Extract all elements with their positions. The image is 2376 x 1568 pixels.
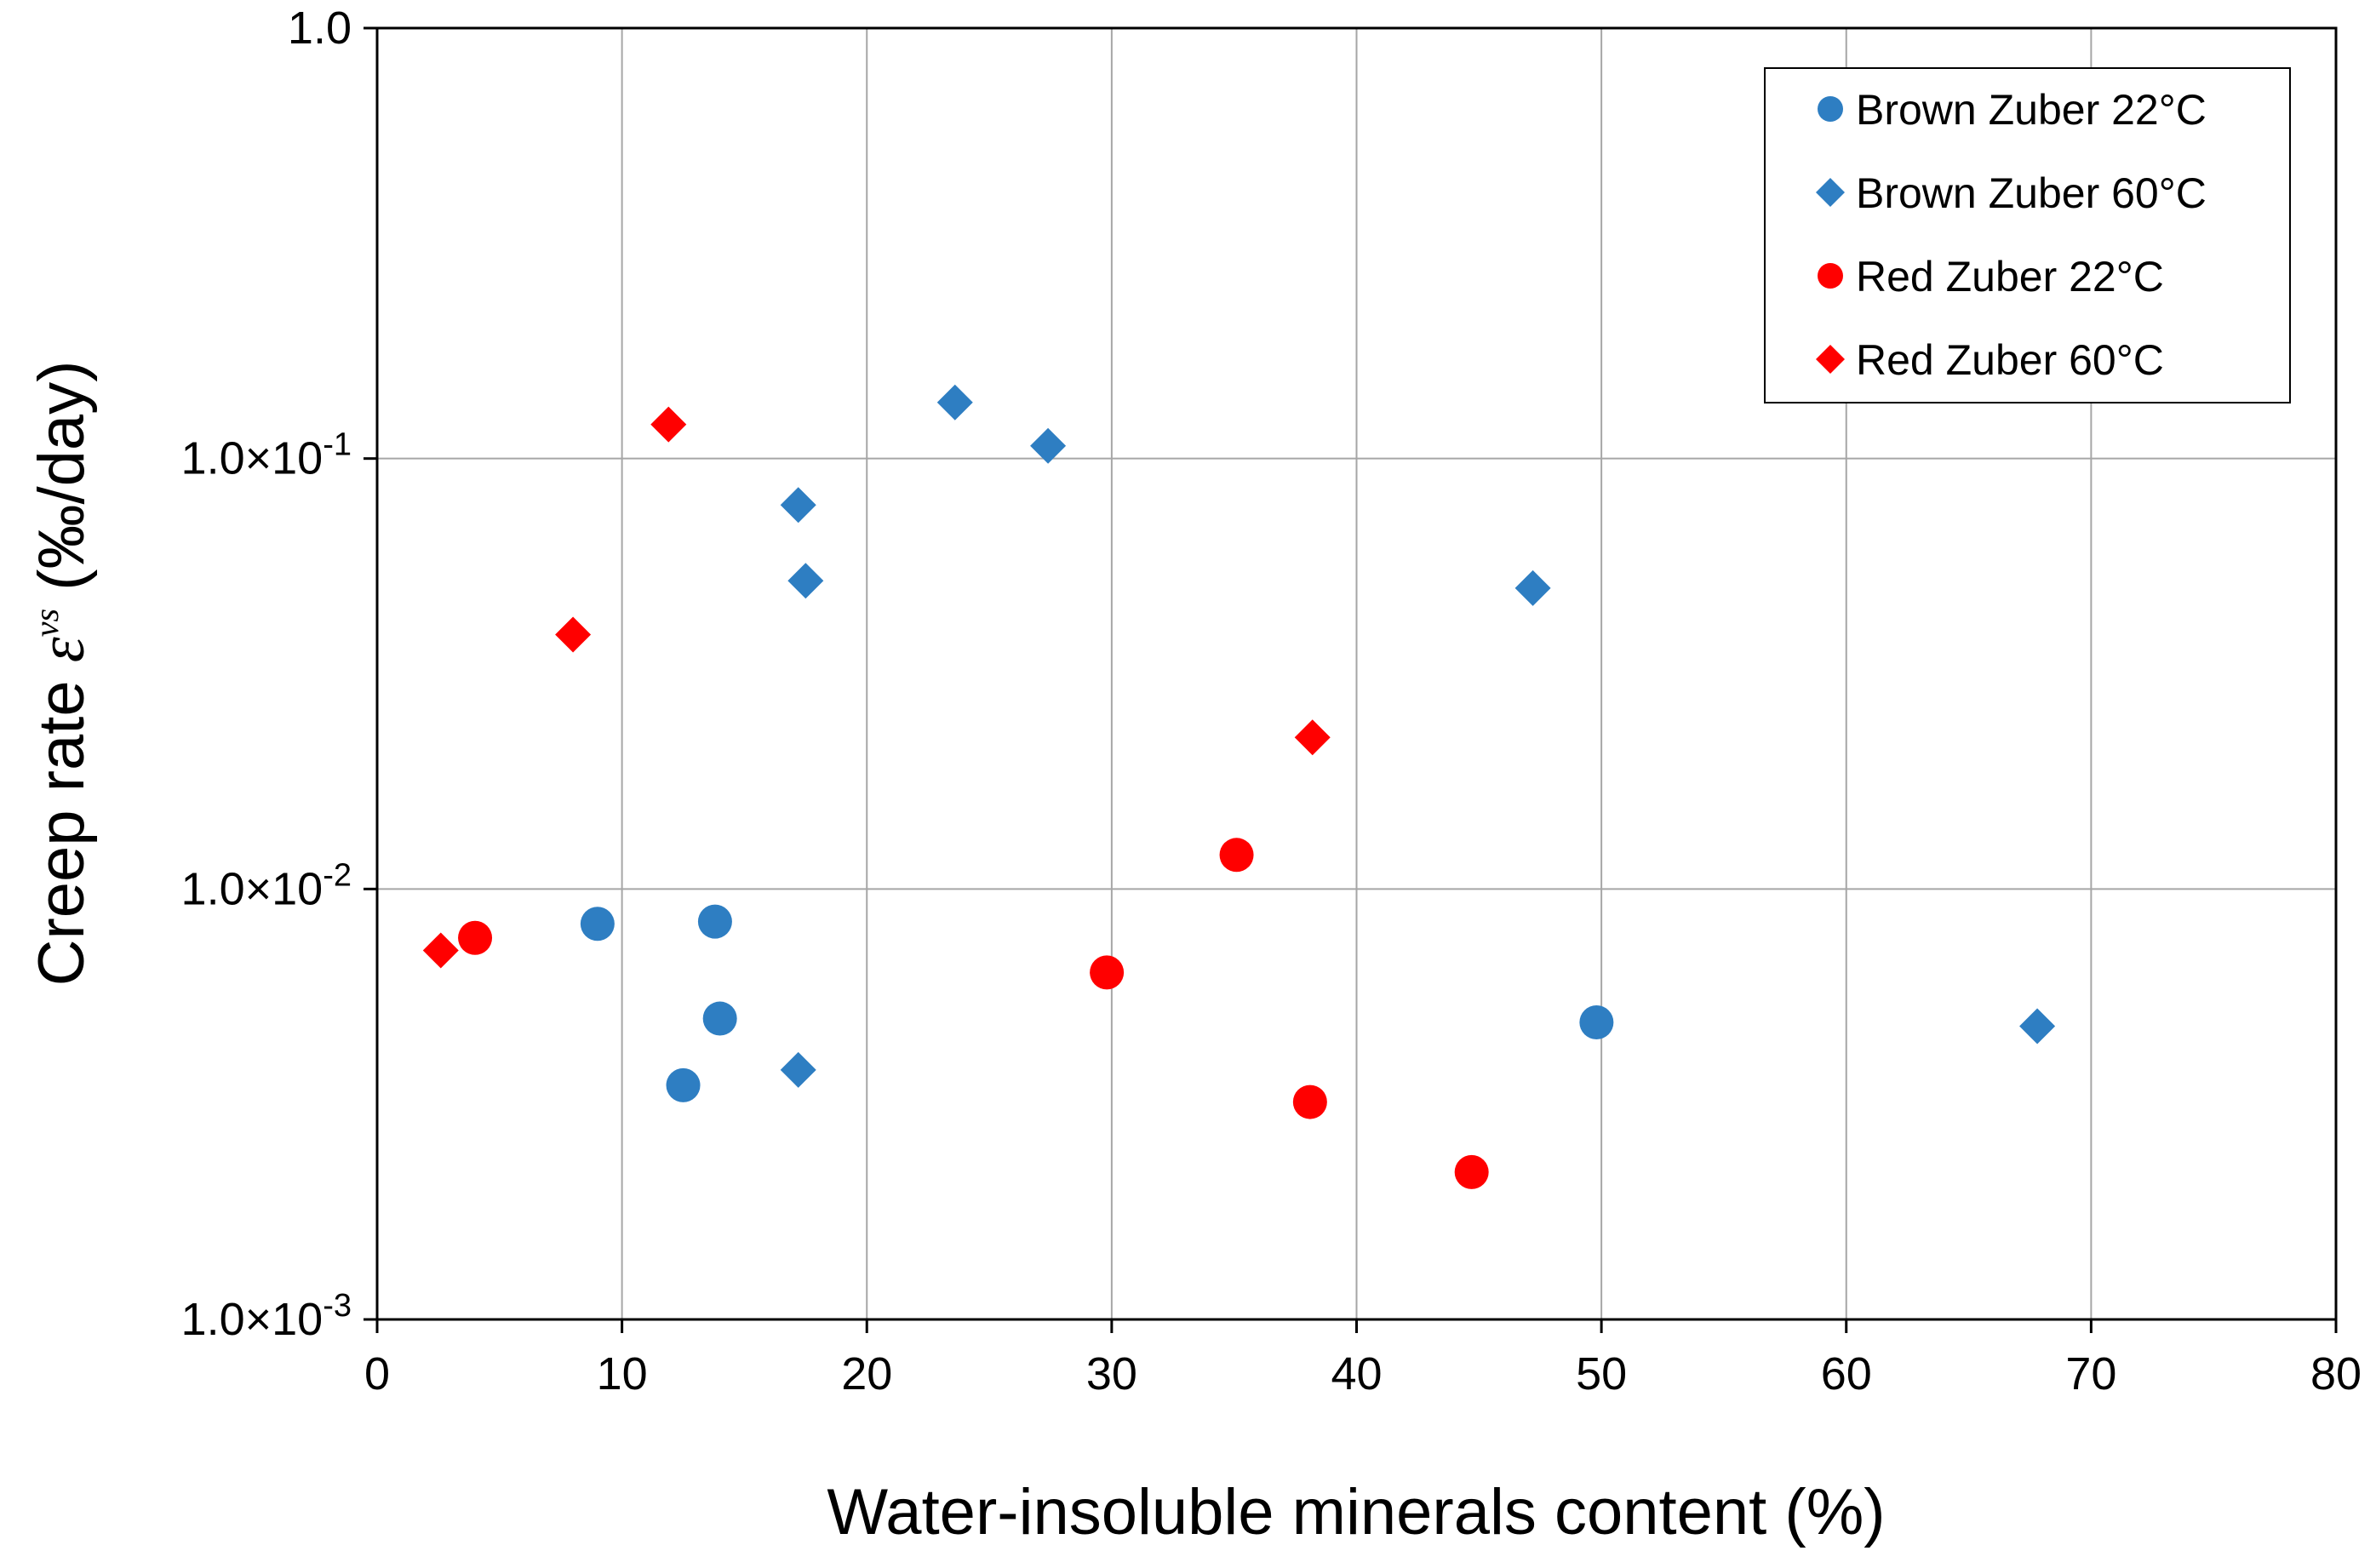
x-tick-label: 50 bbox=[1576, 1348, 1627, 1399]
series-0 bbox=[580, 904, 1614, 1102]
series-2 bbox=[458, 838, 1489, 1189]
series-3 bbox=[422, 406, 1331, 969]
y-tick-label: 1.0×10-1 bbox=[181, 427, 352, 484]
data-point-circle bbox=[458, 920, 493, 955]
data-point-circle bbox=[580, 907, 615, 941]
legend-marker bbox=[1816, 345, 1845, 374]
legend-marker bbox=[1816, 178, 1845, 207]
legend-label: Brown Zuber 22°C bbox=[1856, 86, 2207, 134]
x-tick-label: 40 bbox=[1331, 1348, 1382, 1399]
x-tick-label: 0 bbox=[364, 1348, 390, 1399]
data-point-diamond bbox=[650, 406, 687, 443]
data-point-circle bbox=[1454, 1154, 1489, 1189]
data-point-circle bbox=[1219, 838, 1254, 873]
x-axis-ticks: 0 10 20 30 40 50 60 70 80 bbox=[364, 1319, 2362, 1399]
y-axis-title-symbol: ε bbox=[26, 637, 98, 662]
data-points bbox=[422, 384, 2056, 1189]
x-tick-label: 60 bbox=[1821, 1348, 1872, 1399]
data-point-diamond bbox=[787, 563, 824, 599]
data-point-circle bbox=[1090, 955, 1125, 990]
x-tick-label: 70 bbox=[2065, 1348, 2116, 1399]
legend-label: Brown Zuber 60°C bbox=[1856, 169, 2207, 217]
x-tick-label: 20 bbox=[841, 1348, 892, 1399]
data-point-circle bbox=[702, 1001, 737, 1036]
y-tick-label: 1.0 bbox=[288, 3, 352, 54]
data-point-diamond bbox=[555, 616, 592, 653]
data-point-diamond bbox=[780, 487, 816, 524]
y-axis-title-suffix: (‰/day) bbox=[26, 361, 98, 609]
legend-marker bbox=[1818, 96, 1843, 122]
data-point-diamond bbox=[1514, 569, 1551, 606]
y-tick-label: 1.0×10-2 bbox=[181, 857, 352, 914]
y-axis-ticks: 1.0×10-3 1.0×10-2 1.0×10-1 1.0 bbox=[181, 3, 377, 1345]
grid bbox=[377, 28, 2336, 1319]
legend-label: Red Zuber 22°C bbox=[1856, 253, 2164, 300]
data-point-diamond bbox=[780, 1051, 816, 1088]
x-tick-label: 10 bbox=[597, 1348, 648, 1399]
y-axis-title: Creep rate εvs (‰/day) bbox=[26, 361, 98, 987]
legend-label: Red Zuber 60°C bbox=[1856, 336, 2164, 384]
legend-box bbox=[1764, 67, 2291, 403]
y-tick-label: 1.0×10-3 bbox=[181, 1288, 352, 1345]
legend: Brown Zuber 22°C Brown Zuber 60°C Red Zube… bbox=[1764, 67, 2291, 403]
data-point-diamond bbox=[2019, 1008, 2056, 1044]
y-axis-title-superscript: vs bbox=[27, 609, 66, 637]
data-point-diamond bbox=[936, 384, 973, 421]
data-point-diamond bbox=[422, 932, 459, 969]
legend-marker bbox=[1818, 263, 1843, 289]
data-point-diamond bbox=[1294, 719, 1331, 756]
data-point-circle bbox=[697, 904, 732, 939]
data-point-diamond bbox=[1030, 427, 1067, 464]
data-point-circle bbox=[1579, 1004, 1614, 1039]
x-tick-label: 80 bbox=[2310, 1348, 2362, 1399]
x-tick-label: 30 bbox=[1086, 1348, 1137, 1399]
series-1 bbox=[780, 384, 2056, 1088]
y-axis-title-prefix: Creep rate bbox=[26, 662, 98, 986]
data-point-circle bbox=[666, 1067, 701, 1102]
x-axis-title: Water-insoluble minerals content (%) bbox=[827, 1476, 1885, 1548]
data-point-circle bbox=[1292, 1084, 1327, 1119]
